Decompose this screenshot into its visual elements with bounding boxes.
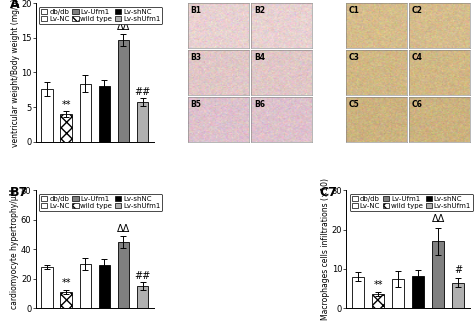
Bar <box>118 242 129 308</box>
Bar <box>137 102 148 142</box>
Text: B7: B7 <box>10 186 28 199</box>
Bar <box>79 83 91 142</box>
Text: B5: B5 <box>190 100 201 109</box>
Text: C4: C4 <box>412 53 423 62</box>
Text: C7: C7 <box>319 186 337 199</box>
Bar <box>99 265 110 308</box>
Text: A: A <box>10 0 19 11</box>
Bar <box>41 267 53 308</box>
Bar <box>60 114 72 142</box>
Bar <box>41 89 53 142</box>
Text: B2: B2 <box>254 6 265 15</box>
Text: C1: C1 <box>349 6 360 15</box>
Text: #: # <box>454 265 462 275</box>
Text: **: ** <box>61 278 71 288</box>
Text: ΔΔ: ΔΔ <box>432 214 445 224</box>
Bar <box>60 292 72 308</box>
Text: C3: C3 <box>349 53 360 62</box>
Text: C5: C5 <box>349 100 360 109</box>
Bar <box>99 86 110 142</box>
Text: C2: C2 <box>412 6 423 15</box>
Text: B3: B3 <box>190 53 201 62</box>
Bar <box>79 264 91 308</box>
Legend: db/db, Lv-NC, Lv-Ufm1, wild type, Lv-shNC, Lv-shUfm1: db/db, Lv-NC, Lv-Ufm1, wild type, Lv-shN… <box>39 7 162 24</box>
Bar <box>372 294 384 308</box>
Text: B4: B4 <box>254 53 265 62</box>
Text: ΔΔ: ΔΔ <box>117 224 130 234</box>
Bar <box>452 283 464 308</box>
Bar <box>432 241 444 308</box>
Text: B1: B1 <box>190 6 201 15</box>
Legend: db/db, Lv-NC, Lv-Ufm1, wild type, Lv-shNC, Lv-shUfm1: db/db, Lv-NC, Lv-Ufm1, wild type, Lv-shN… <box>350 194 473 211</box>
Bar <box>392 279 404 308</box>
Legend: db/db, Lv-NC, Lv-Ufm1, wild type, Lv-shNC, Lv-shUfm1: db/db, Lv-NC, Lv-Ufm1, wild type, Lv-shN… <box>39 194 162 211</box>
Bar <box>412 276 424 308</box>
Y-axis label: Macrophages cells infiltrations (×10): Macrophages cells infiltrations (×10) <box>321 178 330 320</box>
Text: **: ** <box>61 100 71 110</box>
Bar <box>137 286 148 308</box>
Y-axis label: cardiomyocyte hypertrophy/μM: cardiomyocyte hypertrophy/μM <box>10 189 19 309</box>
Bar <box>118 40 129 142</box>
Text: B6: B6 <box>254 100 265 109</box>
Text: C6: C6 <box>412 100 423 109</box>
Text: **: ** <box>373 281 383 291</box>
Bar <box>352 277 364 308</box>
Text: ΔΔ: ΔΔ <box>117 22 130 32</box>
Text: ##: ## <box>134 87 151 97</box>
Text: ##: ## <box>134 271 151 281</box>
Y-axis label: ventricular weight/Body weight (mg/g): ventricular weight/Body weight (mg/g) <box>10 0 19 147</box>
